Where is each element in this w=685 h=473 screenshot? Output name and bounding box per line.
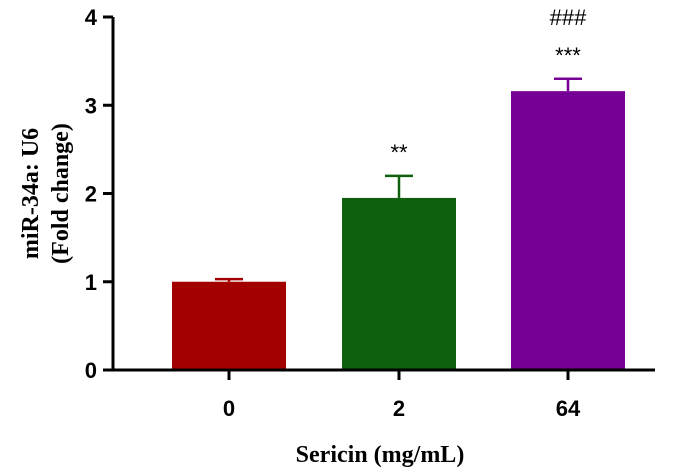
bar-64 <box>511 91 625 370</box>
y-tick-label: 4 <box>85 5 98 30</box>
significance-annotation: ### <box>550 5 587 30</box>
bar-0 <box>172 281 286 370</box>
y-axis-title-line: (Fold change) <box>48 123 74 264</box>
bars: ** ### *** <box>172 5 625 370</box>
y-tick-label: 3 <box>85 93 97 118</box>
x-tick-label: 64 <box>556 396 581 421</box>
y-axis-title-line: miR-34a: U6 <box>18 128 44 259</box>
x-tick-label: 2 <box>393 396 405 421</box>
significance-annotation: ** <box>390 140 408 165</box>
x-axis-label: Sericin (mg/mL) <box>296 442 465 468</box>
significance-annotation: *** <box>555 43 581 68</box>
bar-2 <box>342 197 456 370</box>
y-tick-label: 1 <box>85 270 97 295</box>
x-tick-label: 0 <box>223 396 235 421</box>
y-axis: 0 1 2 3 4 <box>85 5 115 383</box>
y-axis-label: miR-34a: U6 (Fold change) <box>18 123 74 264</box>
x-axis: 0 2 64 <box>111 368 655 421</box>
y-tick-label: 0 <box>85 358 97 383</box>
y-tick-label: 2 <box>85 182 97 207</box>
